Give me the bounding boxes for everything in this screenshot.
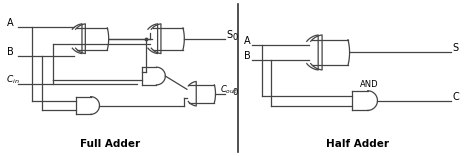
Text: AND: AND xyxy=(360,80,379,89)
Text: $C_{in}$: $C_{in}$ xyxy=(6,74,20,86)
Text: $C_{out}$: $C_{out}$ xyxy=(220,84,238,96)
Text: A: A xyxy=(7,18,14,28)
Text: S: S xyxy=(452,44,458,54)
Text: C: C xyxy=(452,92,459,102)
Text: S: S xyxy=(226,30,232,40)
Text: Full Adder: Full Adder xyxy=(80,139,140,149)
Text: B: B xyxy=(244,51,251,61)
Text: 0: 0 xyxy=(232,33,237,42)
Text: Half Adder: Half Adder xyxy=(326,139,389,149)
Text: A: A xyxy=(244,36,250,46)
Text: B: B xyxy=(7,47,14,57)
Text: 0: 0 xyxy=(232,88,237,97)
